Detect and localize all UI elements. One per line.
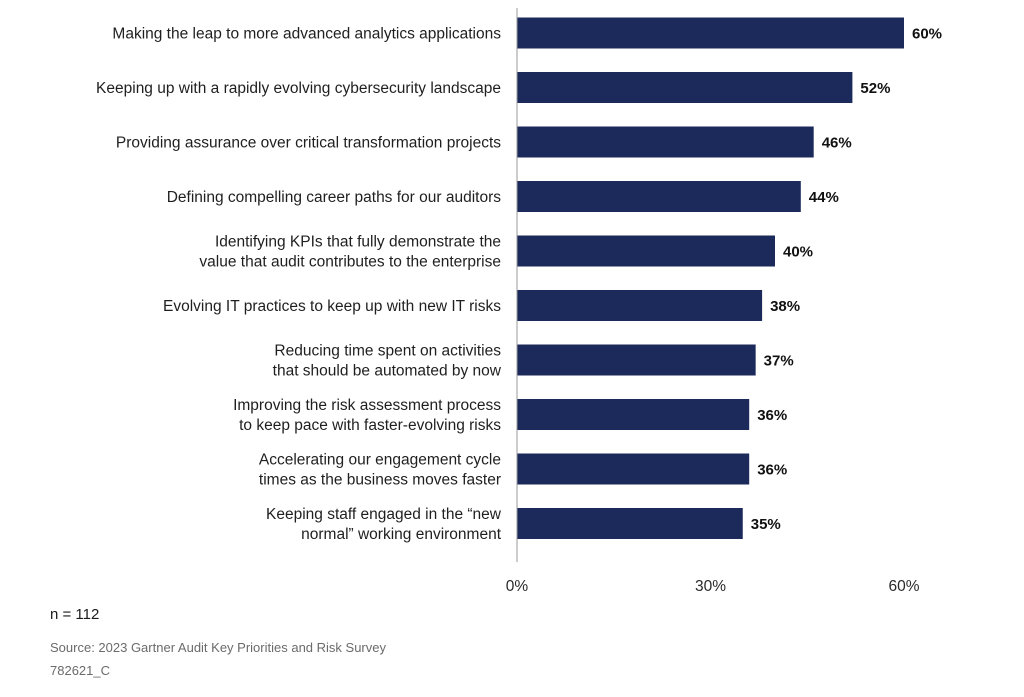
category-label-10: Keeping staff engaged in the “new normal”… (266, 506, 502, 543)
sample-size-note: n = 112 (50, 606, 100, 623)
bar-8 (517, 399, 750, 430)
bar-9 (517, 453, 750, 485)
value-label-2: 52% (860, 80, 890, 97)
category-label-7: Reducing time spent on activities that sh… (273, 343, 502, 380)
figure-id: 782621_C (50, 663, 110, 678)
source-note: Source: 2023 Gartner Audit Key Prioritie… (50, 640, 386, 655)
bar-3 (517, 126, 814, 158)
value-label-1: 60% (912, 26, 942, 43)
value-label-5: 40% (783, 244, 813, 261)
bar-chart: Making the leap to more advanced analyti… (96, 8, 942, 595)
value-label-6: 38% (770, 298, 800, 315)
category-labels-layer: Making the leap to more advanced analyti… (96, 26, 502, 544)
bar-7 (517, 344, 756, 376)
category-label-2: Keeping up with a rapidly evolving cyber… (96, 80, 501, 97)
x-tick-label-3: 60% (888, 578, 919, 595)
category-label-3: Providing assurance over critical transf… (116, 135, 501, 152)
bar-10 (517, 508, 743, 539)
value-label-4: 44% (809, 189, 839, 206)
bars-layer (517, 17, 904, 539)
value-label-9: 36% (757, 462, 787, 479)
bar-2 (517, 72, 853, 103)
value-label-7: 37% (764, 353, 794, 370)
category-label-4: Defining compelling career paths for our… (167, 189, 502, 206)
category-label-9: Accelerating our engagement cycle times a… (259, 452, 501, 489)
category-label-5: Identifying KPIs that fully demonstrate … (199, 234, 501, 271)
value-labels-layer: 60% 52% 46% 44% 40% 38% 37% 36% 36% 35% (751, 26, 942, 534)
value-label-3: 46% (822, 135, 852, 152)
x-axis-ticks-layer: 0% 30% 60% (506, 578, 920, 595)
bar-1 (517, 17, 904, 49)
category-label-6: Evolving IT practices to keep up with ne… (163, 298, 501, 315)
category-label-1: Making the leap to more advanced analyti… (112, 26, 501, 43)
x-tick-label-1: 0% (506, 578, 529, 595)
bar-4 (517, 181, 801, 212)
bar-6 (517, 290, 763, 321)
bar-5 (517, 235, 775, 267)
value-label-8: 36% (757, 407, 787, 424)
category-label-8: Improving the risk assessment process to … (233, 397, 501, 434)
value-label-10: 35% (751, 516, 781, 533)
x-tick-label-2: 30% (695, 578, 726, 595)
